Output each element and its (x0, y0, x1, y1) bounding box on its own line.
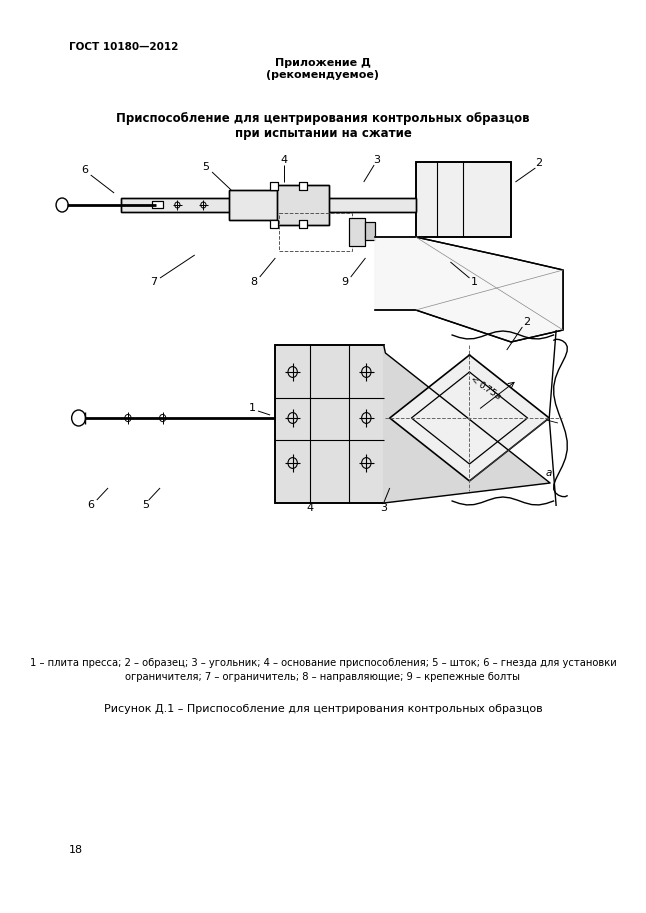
Text: ГОСТ 10180—2012: ГОСТ 10180—2012 (69, 42, 178, 52)
Text: 6: 6 (81, 165, 88, 175)
Text: 3: 3 (373, 155, 380, 165)
Bar (364, 222, 375, 240)
Polygon shape (375, 237, 563, 342)
Bar (275, 345, 384, 503)
Bar (349, 218, 364, 246)
Polygon shape (390, 355, 549, 481)
Text: 4: 4 (280, 155, 287, 165)
Text: 9: 9 (341, 277, 348, 287)
Bar (349, 218, 364, 246)
Text: 1: 1 (471, 277, 478, 287)
Text: 6: 6 (87, 500, 94, 510)
Bar (121, 198, 416, 212)
Bar (275, 345, 384, 503)
Bar (416, 162, 511, 237)
Bar (273, 185, 329, 225)
Text: 8: 8 (250, 277, 257, 287)
Text: $< 0.75a$: $< 0.75a$ (466, 372, 504, 402)
Bar (152, 201, 163, 208)
Text: 18: 18 (69, 845, 83, 855)
Text: 3: 3 (380, 503, 387, 513)
Bar (270, 182, 278, 190)
Text: Приложение Д
(рекомендуемое): Приложение Д (рекомендуемое) (267, 58, 379, 79)
Bar (364, 222, 375, 240)
Bar (229, 190, 277, 220)
Bar (298, 182, 307, 190)
Bar (298, 220, 307, 228)
Text: 2: 2 (523, 317, 530, 327)
Bar (416, 162, 511, 237)
Bar (229, 190, 277, 220)
Bar (298, 220, 307, 228)
Bar (270, 220, 278, 228)
Bar (270, 220, 278, 228)
Bar (273, 185, 329, 225)
Bar (270, 182, 278, 190)
Text: 5: 5 (202, 162, 209, 172)
Bar (298, 182, 307, 190)
Text: 1: 1 (249, 403, 256, 413)
Bar (279, 213, 353, 251)
Text: 7: 7 (151, 277, 158, 287)
Text: 2: 2 (536, 158, 543, 168)
Text: a: a (546, 468, 552, 478)
Text: 4: 4 (306, 503, 313, 513)
Text: Рисунок Д.1 – Приспособление для центрирования контрольных образцов: Рисунок Д.1 – Приспособление для центрир… (104, 704, 542, 714)
Text: Приспособление для центрирования контрольных образцов
при испытании на сжатие: Приспособление для центрирования контрол… (116, 112, 530, 140)
Text: 5: 5 (142, 500, 149, 510)
Text: 1 – плита пресса; 2 – образец; 3 – угольник; 4 – основание приспособления; 5 – ш: 1 – плита пресса; 2 – образец; 3 – уголь… (30, 658, 616, 682)
Polygon shape (384, 345, 550, 503)
Bar (152, 201, 163, 208)
Bar (121, 198, 416, 212)
